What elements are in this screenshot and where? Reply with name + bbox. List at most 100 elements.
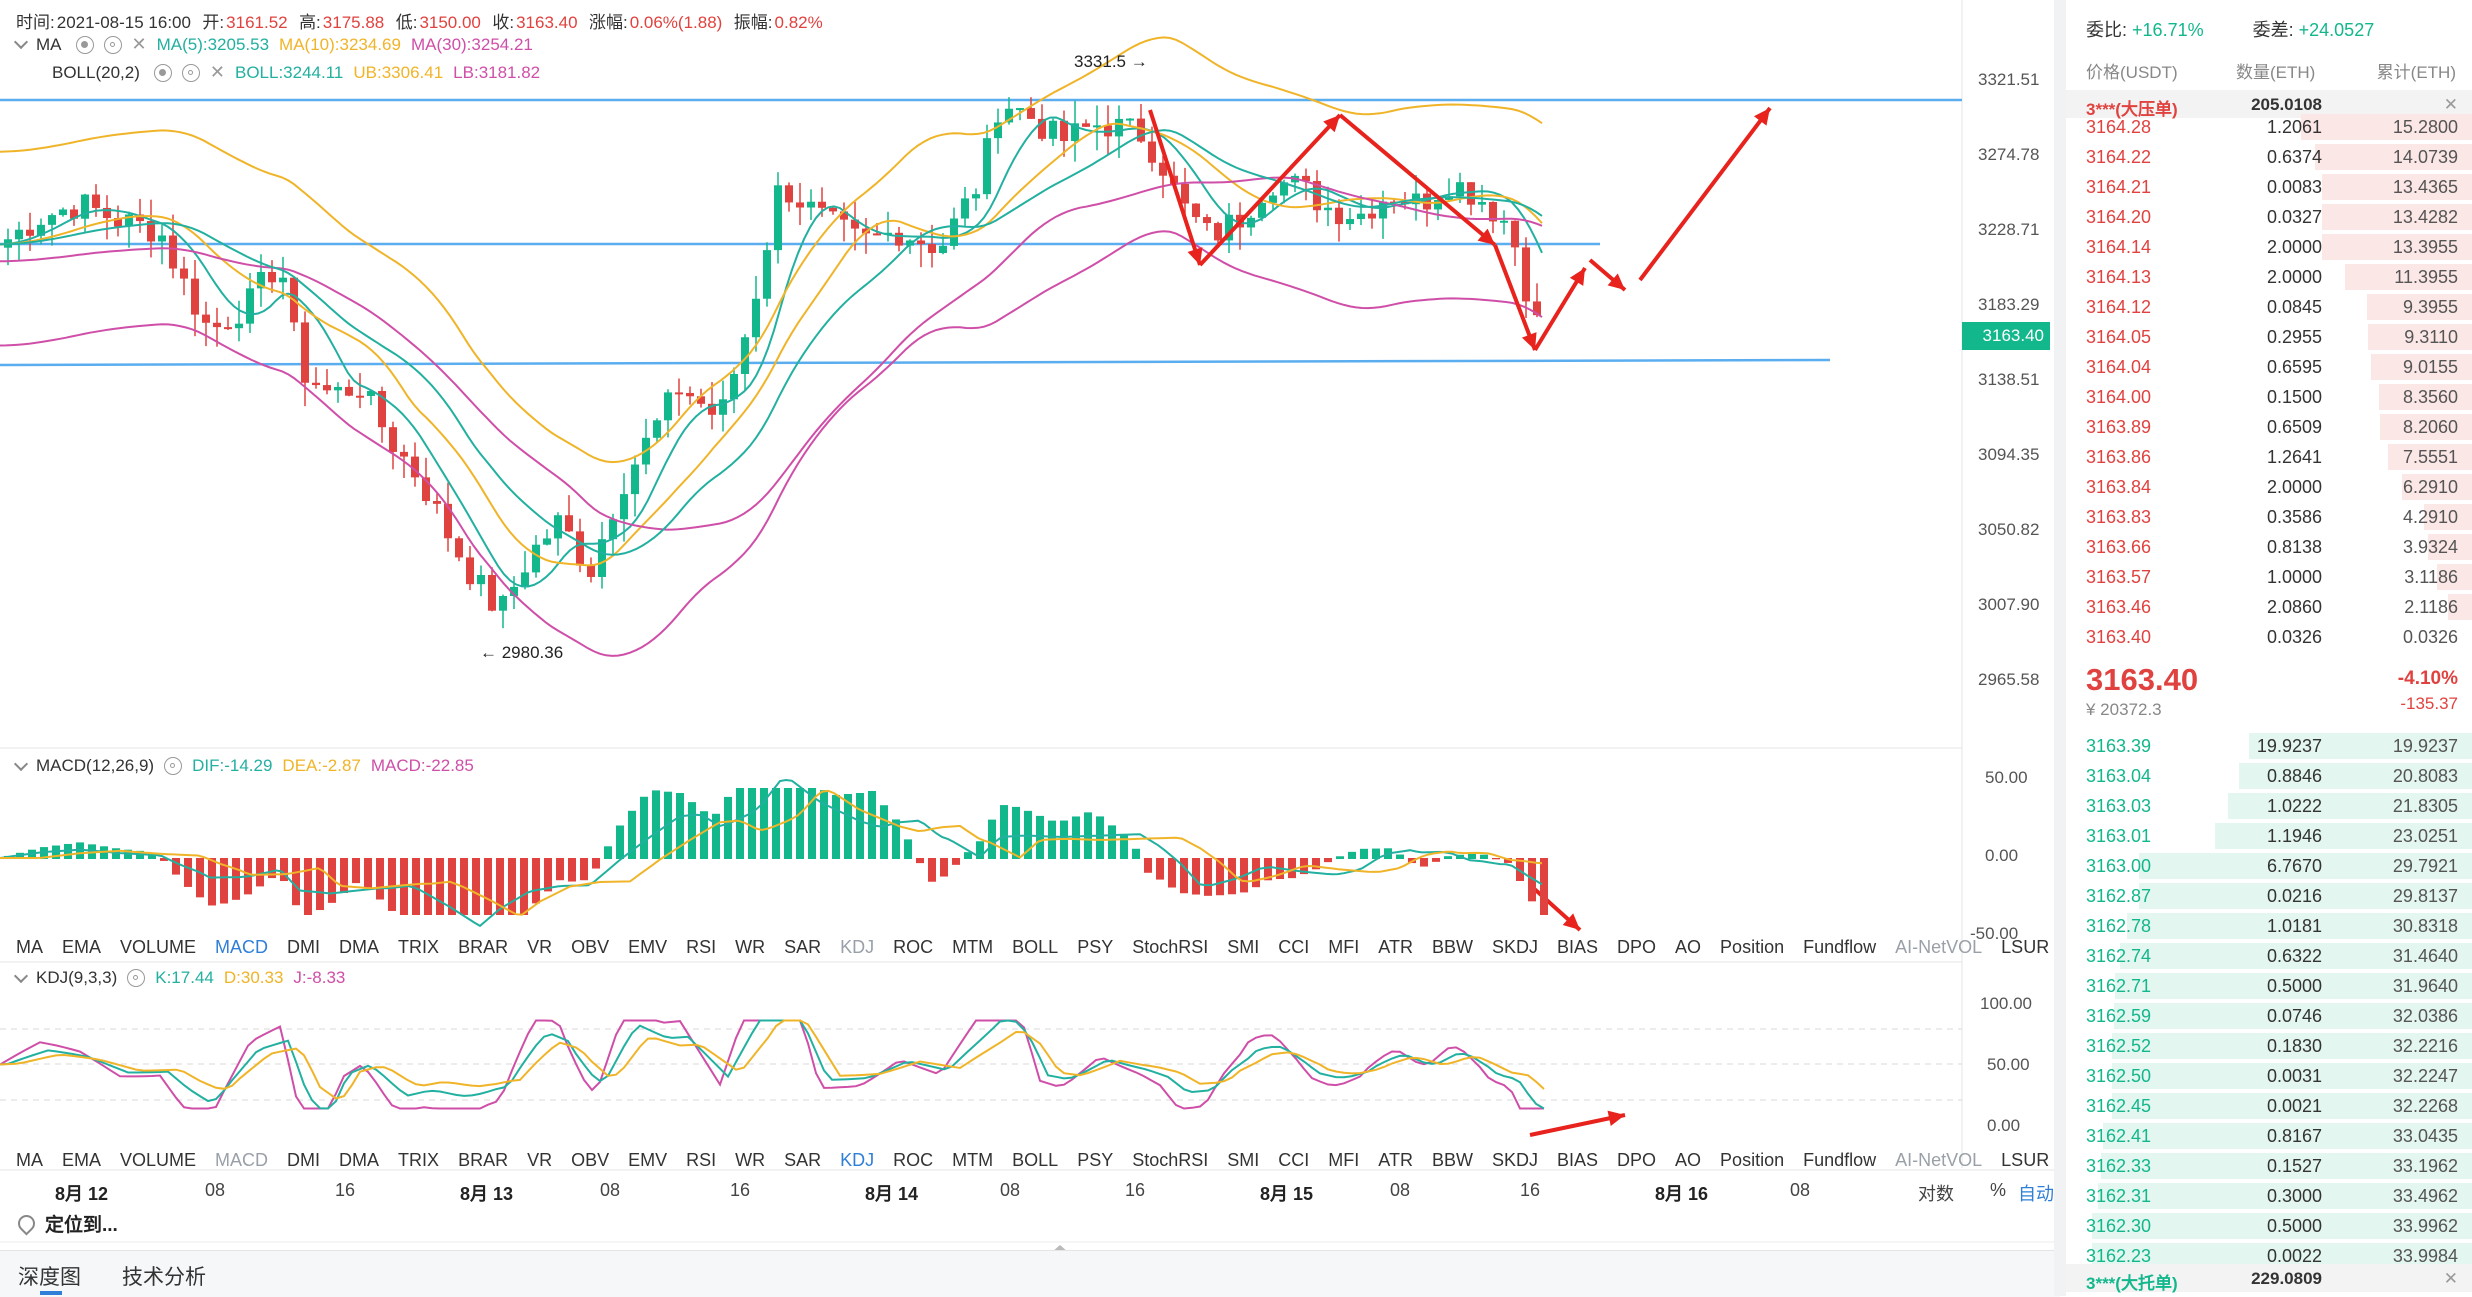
eye-icon[interactable] xyxy=(75,35,94,54)
ask-row[interactable]: 3163.89 0.6509 8.2060 xyxy=(2066,412,2472,442)
settings-icon[interactable] xyxy=(164,757,183,775)
ask-row[interactable]: 3164.22 0.6374 14.0739 xyxy=(2066,142,2472,172)
macd-tab-vr[interactable]: VR xyxy=(527,936,553,957)
ask-wall-row[interactable]: 3***(大压单) 205.0108 ✕ xyxy=(2066,90,2472,119)
ask-row[interactable]: 3163.66 0.8138 3.9324 xyxy=(2066,532,2472,562)
bid-row[interactable]: 3162.74 0.6322 31.4640 xyxy=(2066,941,2472,971)
ask-row[interactable]: 3163.46 2.0860 2.1186 xyxy=(2066,592,2472,622)
kdj-tab-mtm[interactable]: MTM xyxy=(952,1149,994,1170)
bid-row[interactable]: 3163.04 0.8846 20.8083 xyxy=(2066,761,2472,791)
kdj-tab-smi[interactable]: SMI xyxy=(1227,1149,1260,1170)
kdj-tab-macd[interactable]: MACD xyxy=(215,1149,269,1170)
bid-row[interactable]: 3163.39 19.9237 19.9237 xyxy=(2066,731,2472,761)
macd-tab-bbw[interactable]: BBW xyxy=(1431,936,1473,957)
kdj-tab-skdj[interactable]: SKDJ xyxy=(1491,1149,1538,1170)
ask-row[interactable]: 3164.12 0.0845 9.3955 xyxy=(2066,292,2472,322)
ask-row[interactable]: 3163.84 2.0000 6.2910 xyxy=(2066,472,2472,502)
bid-row[interactable]: 3162.87 0.0216 29.8137 xyxy=(2066,881,2472,911)
kdj-tab-fundflow[interactable]: Fundflow xyxy=(1803,1149,1877,1170)
kdj-tab-kdj[interactable]: KDJ xyxy=(840,1149,875,1170)
percent-scale-toggle[interactable]: % xyxy=(1990,1180,2007,1200)
ask-row[interactable]: 3163.86 1.2641 7.5551 xyxy=(2066,442,2472,472)
ask-row[interactable]: 3164.13 2.0000 11.3955 xyxy=(2066,262,2472,292)
macd-tab-dpo[interactable]: DPO xyxy=(1617,936,1657,957)
macd-tab-bias[interactable]: BIAS xyxy=(1556,936,1599,957)
macd-tab-brar[interactable]: BRAR xyxy=(458,936,509,957)
macd-tab-stochrsi[interactable]: StochRSI xyxy=(1132,936,1209,957)
kdj-tab-sar[interactable]: SAR xyxy=(784,1149,822,1170)
macd-tab-ai-netvol[interactable]: AI-NetVOL xyxy=(1895,936,1983,957)
ask-row[interactable]: 3163.83 0.3586 4.2910 xyxy=(2066,502,2472,532)
macd-tab-rsi[interactable]: RSI xyxy=(686,936,717,957)
ask-row[interactable]: 3164.05 0.2955 9.3110 xyxy=(2066,322,2472,352)
kdj-tab-trix[interactable]: TRIX xyxy=(398,1149,440,1170)
macd-tab-macd[interactable]: MACD xyxy=(215,936,269,957)
bid-row[interactable]: 3163.01 1.1946 23.0251 xyxy=(2066,821,2472,851)
bid-row[interactable]: 3163.03 1.0222 21.8305 xyxy=(2066,791,2472,821)
macd-tab-boll[interactable]: BOLL xyxy=(1012,936,1059,957)
collapse-chevron-icon[interactable] xyxy=(13,34,29,50)
kdj-tab-psy[interactable]: PSY xyxy=(1077,1149,1114,1170)
kdj-tab-dpo[interactable]: DPO xyxy=(1617,1149,1657,1170)
macd-tab-ma[interactable]: MA xyxy=(16,936,43,957)
macd-tab-kdj[interactable]: KDJ xyxy=(840,936,875,957)
macd-tab-trix[interactable]: TRIX xyxy=(398,936,440,957)
log-scale-toggle[interactable]: 对数 xyxy=(1918,1184,1954,1204)
bid-row[interactable]: 3162.78 1.0181 30.8318 xyxy=(2066,911,2472,941)
bid-row[interactable]: 3162.71 0.5000 31.9640 xyxy=(2066,971,2472,1001)
ask-row[interactable]: 3164.28 1.2061 15.2800 xyxy=(2066,112,2472,142)
locate-button[interactable]: 定位到... xyxy=(14,1210,118,1237)
macd-tab-cci[interactable]: CCI xyxy=(1278,936,1310,957)
kdj-tab-wr[interactable]: WR xyxy=(735,1149,766,1170)
bid-row[interactable]: 3162.50 0.0031 32.2247 xyxy=(2066,1061,2472,1091)
macd-tab-ema[interactable]: EMA xyxy=(62,936,102,957)
kdj-tab-bias[interactable]: BIAS xyxy=(1556,1149,1599,1170)
macd-tab-volume[interactable]: VOLUME xyxy=(120,936,197,957)
close-icon[interactable]: ✕ xyxy=(209,62,225,82)
kdj-tab-emv[interactable]: EMV xyxy=(628,1149,668,1170)
macd-tab-atr[interactable]: ATR xyxy=(1378,936,1413,957)
kdj-tab-boll[interactable]: BOLL xyxy=(1012,1149,1059,1170)
settings-icon[interactable] xyxy=(103,35,122,54)
kdj-tab-atr[interactable]: ATR xyxy=(1378,1149,1413,1170)
macd-tab-emv[interactable]: EMV xyxy=(628,936,668,957)
kdj-tab-bbw[interactable]: BBW xyxy=(1431,1149,1473,1170)
macd-tab-fundflow[interactable]: Fundflow xyxy=(1803,936,1877,957)
ask-row[interactable]: 3164.14 2.0000 13.3955 xyxy=(2066,232,2472,262)
bid-row[interactable]: 3162.31 0.3000 33.4962 xyxy=(2066,1181,2472,1211)
kdj-tab-dmi[interactable]: DMI xyxy=(287,1149,321,1170)
close-icon[interactable]: ✕ xyxy=(2443,1269,2458,1288)
bid-row[interactable]: 3162.33 0.1527 33.1962 xyxy=(2066,1151,2472,1181)
macd-tab-mfi[interactable]: MFI xyxy=(1328,936,1360,957)
kdj-tab-ma[interactable]: MA xyxy=(16,1149,43,1170)
panel-divider[interactable] xyxy=(2054,0,2066,1296)
tab-depth-chart[interactable]: 深度图 xyxy=(18,1266,81,1289)
kdj-tab-rsi[interactable]: RSI xyxy=(686,1149,717,1170)
macd-tab-psy[interactable]: PSY xyxy=(1077,936,1114,957)
kdj-tab-lsur[interactable]: LSUR xyxy=(2001,1149,2050,1170)
close-icon[interactable]: ✕ xyxy=(2443,95,2458,114)
ask-row[interactable]: 3164.00 0.1500 8.3560 xyxy=(2066,382,2472,412)
macd-tab-smi[interactable]: SMI xyxy=(1227,936,1260,957)
macd-tab-position[interactable]: Position xyxy=(1720,936,1785,957)
kdj-tab-ai-netvol[interactable]: AI-NetVOL xyxy=(1895,1149,1983,1170)
ask-row[interactable]: 3163.40 0.0326 0.0326 xyxy=(2066,622,2472,652)
bid-row[interactable]: 3162.30 0.5000 33.9962 xyxy=(2066,1211,2472,1241)
kdj-tab-ema[interactable]: EMA xyxy=(62,1149,102,1170)
settings-icon[interactable] xyxy=(127,969,146,987)
collapse-chevron-icon[interactable] xyxy=(13,968,29,983)
kdj-tab-ao[interactable]: AO xyxy=(1675,1149,1702,1170)
kdj-tab-roc[interactable]: ROC xyxy=(893,1149,934,1170)
macd-tab-dma[interactable]: DMA xyxy=(339,936,380,957)
kdj-tab-position[interactable]: Position xyxy=(1720,1149,1785,1170)
kdj-tab-vr[interactable]: VR xyxy=(527,1149,553,1170)
bid-row[interactable]: 3162.45 0.0021 32.2268 xyxy=(2066,1091,2472,1121)
tab-technical-analysis[interactable]: 技术分析 xyxy=(122,1266,206,1289)
ask-row[interactable]: 3164.20 0.0327 13.4282 xyxy=(2066,202,2472,232)
auto-scale-toggle[interactable]: 自动 xyxy=(2018,1184,2054,1204)
macd-tab-wr[interactable]: WR xyxy=(735,936,766,957)
kdj-tab-brar[interactable]: BRAR xyxy=(458,1149,509,1170)
bid-row[interactable]: 3162.59 0.0746 32.0386 xyxy=(2066,1001,2472,1031)
macd-tab-mtm[interactable]: MTM xyxy=(952,936,994,957)
kdj-tab-obv[interactable]: OBV xyxy=(571,1149,610,1170)
